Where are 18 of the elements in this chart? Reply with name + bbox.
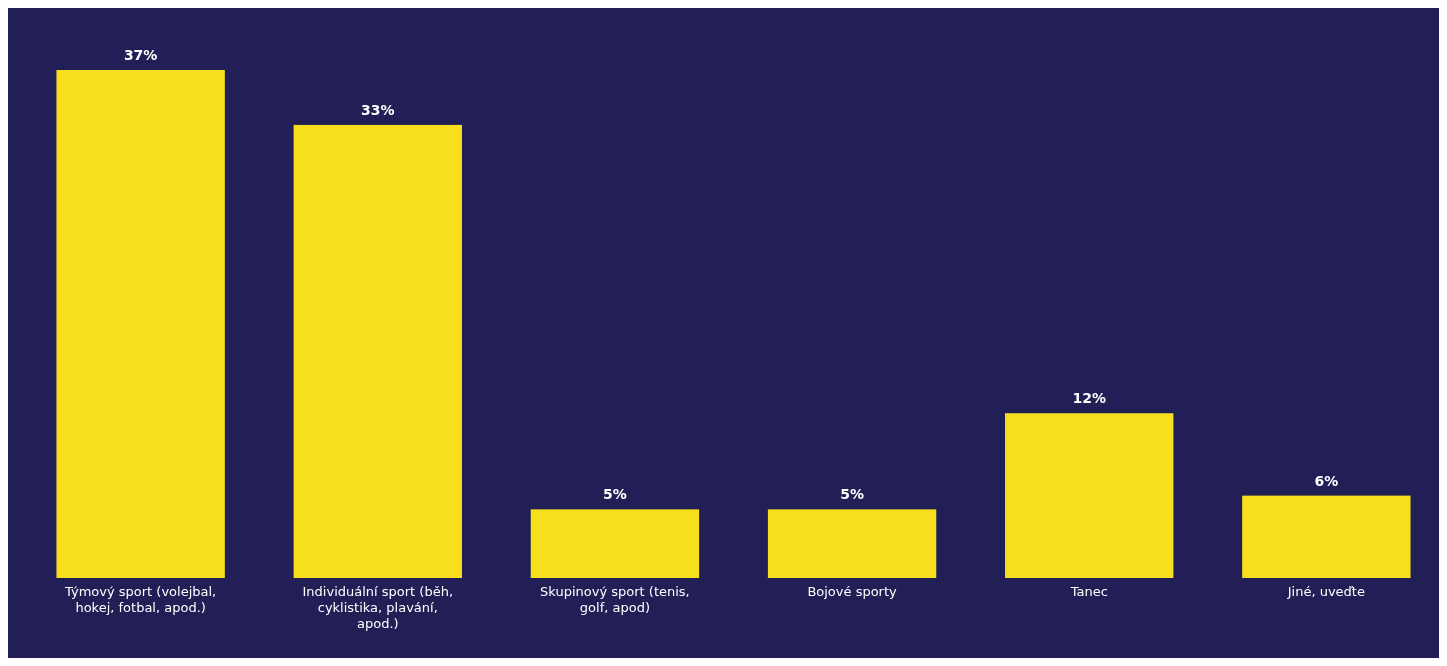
x-tick-label: Jiné, uveďte	[1286, 584, 1365, 599]
data-label: 6%	[1314, 472, 1339, 489]
bar	[1005, 413, 1174, 578]
data-label: 33%	[361, 101, 395, 118]
bar	[56, 70, 225, 578]
bar	[767, 509, 937, 578]
x-tick-label: Týmový sport (volejbal, hokej, fotbal, apod.)	[64, 584, 217, 615]
bar	[1242, 495, 1411, 578]
bar	[530, 509, 700, 578]
data-label: 5%	[603, 486, 627, 503]
x-tick-label: Bojové sporty	[807, 584, 898, 599]
data-label: 12%	[1072, 390, 1106, 407]
data-label: 5%	[840, 486, 864, 503]
x-tick-label: Tanec	[1069, 584, 1108, 599]
data-label: 37%	[123, 47, 158, 63]
bar	[293, 124, 462, 578]
x-tick-label: Skupinový sport (tenis, golf, apod)	[540, 584, 690, 615]
x-tick-label: Individuální sport (běh, cyklistika, plavání, apod.)	[302, 584, 454, 631]
